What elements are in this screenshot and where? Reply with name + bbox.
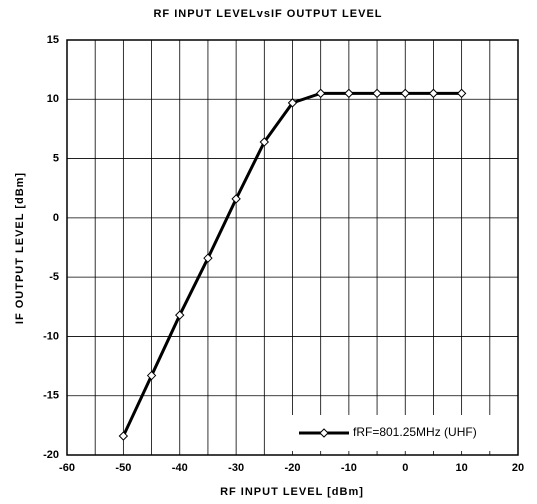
legend-marker [319, 428, 329, 438]
x-tick-label: -60 [59, 462, 75, 474]
legend-label: fRF=801.25MHz (UHF) [353, 425, 477, 439]
plot-frame [66, 39, 519, 456]
data-point [344, 88, 354, 99]
x-tick-label: -20 [285, 462, 301, 474]
data-point [175, 310, 185, 320]
data-point [118, 431, 129, 441]
y-axis-label: IF OUTPUT LEVEL [dBm] [14, 172, 26, 324]
data-point [315, 88, 326, 99]
y-tick-label: -10 [43, 330, 59, 342]
x-tick-label: -40 [172, 462, 188, 474]
y-tick-label: 10 [47, 93, 59, 105]
x-tick-label: 20 [512, 462, 524, 474]
data-point [456, 88, 467, 99]
data-point [372, 88, 382, 99]
y-tick-label: 15 [47, 34, 59, 46]
x-tick-label: -50 [115, 462, 131, 474]
x-tick-label: 0 [402, 462, 408, 474]
y-tick-label: 0 [53, 212, 59, 224]
data-point [287, 98, 298, 108]
data-point [400, 88, 410, 99]
y-tick-label: -5 [49, 271, 59, 283]
x-axis-label: RF INPUT LEVEL [dBm] [220, 486, 364, 498]
y-tick-label: 5 [53, 152, 59, 164]
chart-title: RF INPUT LEVELvsIF OUTPUT LEVEL [153, 8, 382, 20]
data-point [428, 88, 439, 99]
data-point [146, 370, 157, 381]
data-point [259, 137, 270, 147]
data-point [203, 253, 213, 263]
y-tick-label: -15 [43, 390, 59, 402]
y-tick-label: -20 [43, 449, 59, 461]
data-point [231, 194, 241, 204]
x-tick-label: -10 [341, 462, 357, 474]
x-tick-label: 10 [456, 462, 468, 474]
x-tick-label: -30 [228, 462, 244, 474]
